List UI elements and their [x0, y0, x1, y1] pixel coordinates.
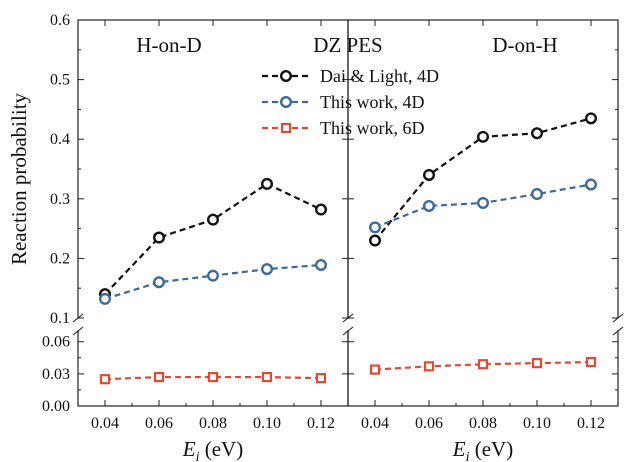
axis-ticks: [78, 19, 618, 407]
data-point: [585, 356, 597, 368]
x-axis-title: Ei (eV): [182, 437, 243, 462]
legend-marker: [280, 95, 293, 108]
legend: Dai & Light, 4D This work, 4D This work, 6…: [262, 66, 439, 138]
y-tick-label: 0.4: [50, 131, 70, 148]
x-tick-label: 0.04: [361, 415, 389, 432]
x-tick-label: 0.06: [415, 415, 443, 432]
x-axis-variable: E: [452, 437, 466, 461]
panel-label-d-on-h: D-on-H: [492, 33, 557, 57]
y-tick-label: 0.3: [50, 191, 70, 208]
chart-labels: 0.1 0.2 0.3 0.4 0.5 0.6 0.00 0.03 0.06 0.04 0.06 0.…: [7, 12, 605, 462]
y-tick-label: 0.03: [42, 366, 70, 383]
axis-break-mark: [342, 326, 354, 336]
x-tick-label: 0.10: [523, 415, 551, 432]
data-point: [261, 177, 274, 190]
data-point: [585, 112, 598, 125]
data-point: [477, 359, 489, 370]
data-point: [152, 231, 165, 244]
x-axis-subscript: i: [196, 450, 200, 462]
legend-label: This work, 4D: [320, 92, 425, 112]
data-point: [531, 127, 544, 140]
data-point: [206, 269, 219, 282]
data-point: [207, 371, 219, 383]
x-tick-label: 0.12: [577, 415, 605, 432]
data-point: [315, 203, 328, 216]
series-line-panel2-s3: [374, 360, 592, 371]
y-tick-label: 0.00: [42, 398, 70, 415]
data-point: [423, 168, 436, 181]
data-point: [369, 364, 381, 375]
x-tick-label: 0.08: [469, 415, 497, 432]
data-point: [423, 199, 436, 212]
data-point: [153, 371, 165, 383]
x-tick-label: 0.08: [199, 415, 227, 432]
y-tick-label: 0.1: [50, 310, 70, 327]
data-point: [261, 371, 273, 383]
data-point: [531, 188, 544, 201]
legend-marker: [280, 122, 292, 134]
x-axis-unit: (eV): [469, 437, 513, 461]
data-point: [531, 358, 543, 369]
axis-break-mark: [612, 326, 624, 336]
data-point: [98, 292, 111, 305]
x-axis-unit: (eV): [199, 437, 243, 461]
data-point: [423, 361, 435, 372]
x-axis-title: Ei (eV): [452, 437, 513, 462]
x-tick-label: 0.04: [91, 415, 119, 432]
y-tick-label: 0.2: [50, 250, 70, 267]
x-tick-label: 0.06: [145, 415, 173, 432]
chart-title: DZ PES: [313, 33, 382, 57]
axis-break-mark: [72, 326, 84, 336]
x-tick-label: 0.12: [307, 415, 335, 432]
data-point: [152, 276, 165, 289]
legend-marker: [280, 69, 293, 82]
data-point: [315, 258, 328, 271]
y-tick-label: 0.6: [50, 12, 70, 29]
x-tick-label: 0.10: [253, 415, 281, 432]
data-point: [585, 178, 598, 191]
data-point: [206, 213, 219, 226]
legend-label: This work, 6D: [320, 118, 425, 138]
data-point: [315, 373, 327, 384]
panel-label-h-on-d: H-on-D: [136, 33, 201, 57]
data-point: [99, 374, 111, 385]
legend-label: Dai & Light, 4D: [320, 66, 439, 86]
y-tick-label: 0.06: [42, 334, 70, 351]
data-point: [369, 221, 382, 234]
series-layer: [98, 112, 598, 385]
y-axis-title: Reaction probability: [7, 92, 31, 265]
panel-frame-upper-2: [347, 19, 619, 319]
x-axis-subscript: i: [466, 450, 470, 462]
data-point: [261, 263, 274, 276]
panel-frame-lower-1: [77, 330, 349, 407]
y-tick-label: 0.5: [50, 72, 70, 89]
x-axis-variable: E: [182, 437, 196, 461]
data-point: [477, 130, 490, 143]
data-point: [477, 196, 490, 209]
data-point: [369, 234, 382, 247]
series-line-panel1-s3: [104, 375, 322, 381]
